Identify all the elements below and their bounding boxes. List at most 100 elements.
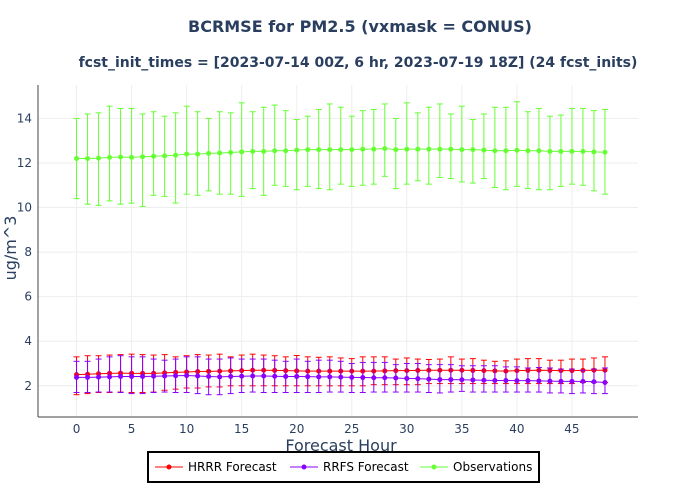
data-point <box>360 146 366 152</box>
data-point <box>514 147 520 153</box>
data-point <box>327 147 333 153</box>
chart-subtitle: fcst_init_times = [2023-07-14 00Z, 6 hr,… <box>79 55 638 71</box>
data-point <box>404 146 410 152</box>
data-point <box>580 148 586 154</box>
data-point <box>591 149 597 155</box>
data-point <box>338 374 344 380</box>
data-point <box>536 378 542 384</box>
y-tick-label: 10 <box>17 201 32 215</box>
data-point <box>448 146 454 152</box>
data-point <box>184 373 190 379</box>
data-point <box>481 147 487 153</box>
data-point <box>514 378 520 384</box>
data-point <box>305 147 311 153</box>
data-point <box>272 148 278 154</box>
data-point <box>294 147 300 153</box>
data-point <box>470 377 476 383</box>
data-point <box>569 378 575 384</box>
data-point <box>217 374 223 380</box>
data-point <box>96 155 102 161</box>
x-tick-label: 20 <box>289 422 304 436</box>
y-tick-label: 4 <box>24 334 32 348</box>
data-point <box>437 377 443 383</box>
data-point <box>602 149 608 155</box>
data-point <box>371 375 377 381</box>
data-point <box>569 148 575 154</box>
data-point <box>327 374 333 380</box>
data-point <box>140 154 146 160</box>
y-tick-label: 6 <box>24 290 32 304</box>
x-tick-label: 45 <box>564 422 579 436</box>
data-point <box>228 373 234 379</box>
legend-label: RRFS Forecast <box>323 460 409 474</box>
data-point <box>283 148 289 154</box>
data-point <box>118 373 124 379</box>
y-tick-label: 14 <box>17 111 32 125</box>
data-point <box>206 150 212 156</box>
data-point <box>382 375 388 381</box>
legend-swatch-marker <box>166 464 172 470</box>
series-1 <box>73 355 608 396</box>
data-point <box>525 378 531 384</box>
data-point <box>558 148 564 154</box>
data-point <box>393 147 399 153</box>
y-grid <box>38 117 638 387</box>
data-point <box>118 154 124 160</box>
plot-area <box>37 85 638 418</box>
data-point <box>195 151 201 157</box>
data-point <box>470 147 476 153</box>
data-point <box>437 146 443 152</box>
data-point <box>580 378 586 384</box>
data-point <box>261 148 267 154</box>
data-point <box>525 148 531 154</box>
legend: HRRR Forecast RRFS Forecast Observations <box>147 451 540 483</box>
y-axis-title: ug/m^3 <box>1 216 20 281</box>
data-point <box>294 373 300 379</box>
legend-label: HRRR Forecast <box>188 460 277 474</box>
data-point <box>173 152 179 158</box>
legend-swatch-marker <box>431 464 437 470</box>
data-point <box>349 147 355 153</box>
data-point <box>151 153 157 159</box>
y-tick-label: 8 <box>24 245 32 259</box>
error-bars <box>73 101 608 207</box>
legend-box <box>147 451 540 483</box>
x-tick-label: 15 <box>234 422 249 436</box>
y-tick-label: 12 <box>17 156 32 170</box>
data-point <box>195 373 201 379</box>
x-tick-label: 25 <box>344 422 359 436</box>
data-point <box>591 379 597 385</box>
data-point <box>151 373 157 379</box>
data-point <box>283 373 289 379</box>
data-point <box>140 373 146 379</box>
data-point <box>371 146 377 152</box>
data-point <box>349 374 355 380</box>
data-point <box>404 375 410 381</box>
chart-title: BCRMSE for PM2.5 (vxmask = CONUS) <box>188 17 532 36</box>
data-point <box>261 373 267 379</box>
y-tick-label: 2 <box>24 379 32 393</box>
x-tick-label: 30 <box>399 422 414 436</box>
data-point <box>250 148 256 154</box>
data-point <box>107 154 113 160</box>
data-point <box>360 375 366 381</box>
data-point <box>129 373 135 379</box>
legend-label: Observations <box>453 460 532 474</box>
series-layer <box>73 101 608 396</box>
data-point <box>250 373 256 379</box>
data-point <box>107 374 113 380</box>
data-point <box>316 374 322 380</box>
data-point <box>338 147 344 153</box>
data-point <box>503 148 509 154</box>
data-point <box>228 150 234 156</box>
data-point <box>206 373 212 379</box>
data-point <box>415 376 421 382</box>
data-point <box>459 377 465 383</box>
data-point <box>184 151 190 157</box>
data-point <box>316 147 322 153</box>
x-tick-label: 0 <box>73 422 81 436</box>
plot-background <box>38 85 638 417</box>
data-point <box>547 378 553 384</box>
data-point <box>305 374 311 380</box>
